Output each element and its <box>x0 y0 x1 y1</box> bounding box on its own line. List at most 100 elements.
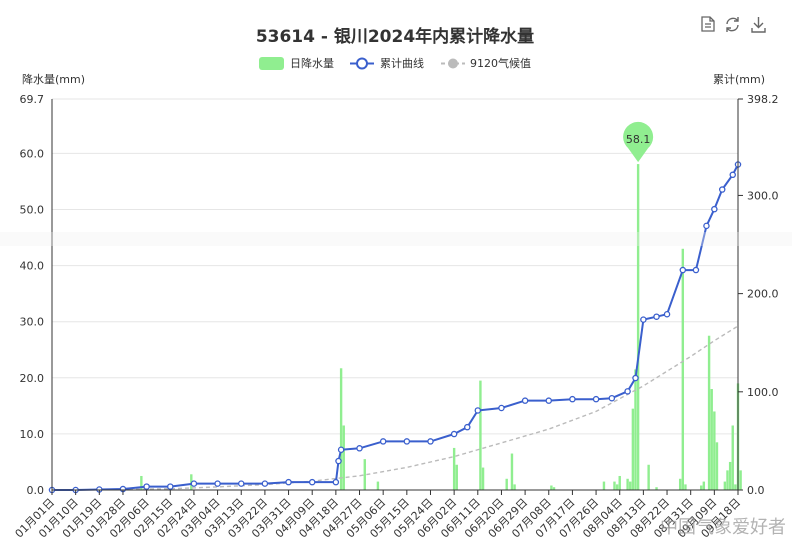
y-right-tick-label: 100.0 <box>747 386 779 399</box>
legend-item-cumulative[interactable]: 累计曲线 <box>350 56 424 70</box>
y-left-tick-label: 30.0 <box>20 316 45 329</box>
daily-precip-bar <box>631 408 635 490</box>
cumulative-point <box>332 478 340 486</box>
daily-precip-bar <box>681 248 685 490</box>
toolbar <box>700 16 767 33</box>
cumulative-point <box>545 397 553 404</box>
daily-precip-bar <box>615 484 619 490</box>
daily-precip-bar <box>684 484 687 490</box>
cumulative-point <box>379 438 387 445</box>
legend-label-cumulative: 累计曲线 <box>380 56 424 70</box>
cumulative-point <box>718 186 726 193</box>
daily-precip-bar <box>602 481 606 490</box>
daily-precip-bar <box>513 484 516 490</box>
cumulative-point <box>521 397 529 404</box>
daily-precip-bar <box>713 411 716 490</box>
ui-overlay-band <box>0 232 792 246</box>
axes: 0.0 10.0 20.0 30.0 40.0 50.0 60.0 69.7 0.0 100.0 2… <box>20 93 779 497</box>
chart-title: 53614 - 银川2024年内累计降水量 <box>256 26 534 47</box>
legend-label-daily: 日降水量 <box>290 56 334 70</box>
daily-precip-bar <box>618 475 621 490</box>
y-right-tick-label: 0.0 <box>747 484 765 497</box>
daily-precip-bar <box>723 481 727 490</box>
legend-swatch-cumulative-dot <box>356 57 368 70</box>
cumulative-point <box>427 438 434 445</box>
cumulative-point <box>261 480 269 487</box>
data-view-icon[interactable] <box>700 16 716 32</box>
daily-precip-bar <box>734 484 737 490</box>
cumulative-point <box>632 374 639 382</box>
cumulative-point <box>498 404 505 412</box>
daily-precip-bar <box>629 481 632 490</box>
cumulative-point <box>679 266 687 274</box>
cumulative-point <box>143 483 150 490</box>
y-right-axis-name: 累计(mm) <box>713 73 765 86</box>
cumulative-point <box>167 483 174 490</box>
daily-precip-bar <box>647 464 650 490</box>
daily-precip-bar <box>552 487 556 490</box>
cumulative-point <box>569 395 576 403</box>
grid-lines <box>52 98 738 491</box>
daily-precip-bar <box>634 369 637 490</box>
mark-point-pin <box>623 121 654 163</box>
legend-item-daily[interactable]: 日降水量 <box>259 56 334 70</box>
cumulative-point <box>729 171 736 179</box>
cumulative-line-path <box>52 164 739 491</box>
legend[interactable]: 日降水量 累计曲线 9120气候值 <box>259 56 531 70</box>
y-left-tick-label: 0.0 <box>27 484 45 497</box>
daily-precip-bar <box>613 481 616 490</box>
daily-precip-bar <box>363 459 366 490</box>
daily-precip-bar <box>726 470 729 490</box>
cumulative-point <box>663 310 671 318</box>
y-left-tick-label: 40.0 <box>20 260 45 273</box>
x-axis-ticks: 01月01日01月10日01月19日01月28日02月06日02月15日02月2… <box>13 490 743 540</box>
cumulative-point <box>640 316 647 323</box>
y-left-axis-name: 降水量(mm) <box>22 72 85 86</box>
cumulative-point <box>711 205 718 213</box>
daily-precip-bar <box>678 478 682 490</box>
daily-precip-bar <box>140 475 143 490</box>
cumulative-point <box>653 313 660 320</box>
legend-swatch-climate-dot <box>448 58 458 69</box>
y-left-tick-label: 20.0 <box>20 372 45 385</box>
y-left-tick-label: 69.7 <box>20 93 45 106</box>
cumulative-point <box>285 478 292 486</box>
cumulative-point <box>464 423 471 431</box>
daily-precip-bar <box>702 481 706 490</box>
cumulative-point <box>474 407 482 414</box>
daily-precip-bar <box>700 485 703 490</box>
restore-icon[interactable] <box>724 16 741 33</box>
daily-precip-bars <box>140 164 742 490</box>
daily-precip-bar <box>550 485 553 490</box>
y-right-tick-label: 200.0 <box>747 288 779 301</box>
cumulative-point <box>624 388 631 395</box>
daily-precip-bar <box>655 487 658 490</box>
cumulative-point <box>214 480 221 487</box>
download-icon[interactable] <box>750 16 767 33</box>
climate-line <box>51 325 739 491</box>
cumulative-point <box>703 222 710 230</box>
cumulative-point <box>450 430 458 438</box>
cumulative-point <box>237 480 245 487</box>
daily-precip-bar <box>505 478 508 490</box>
y-right-tick-label: 398.2 <box>747 93 779 106</box>
daily-precip-bar <box>455 464 458 490</box>
cumulative-line <box>48 161 742 494</box>
daily-precip-bar <box>715 442 719 490</box>
y-left-tick-label: 10.0 <box>20 428 45 441</box>
daily-precip-bar <box>731 425 734 490</box>
max-mark-point: 58.1 <box>623 121 654 163</box>
cumulative-point <box>692 266 700 274</box>
watermark-text: 中国气象爱好者 <box>660 517 786 538</box>
cumulative-point <box>190 480 198 487</box>
daily-precip-bar <box>452 447 456 490</box>
cumulative-point <box>356 445 363 452</box>
daily-precip-bar <box>626 478 629 490</box>
daily-precip-bar <box>342 425 345 490</box>
legend-item-climate[interactable]: 9120气候值 <box>441 56 531 70</box>
daily-precip-bar <box>376 481 380 490</box>
cumulative-point <box>403 438 411 445</box>
cumulative-point <box>308 478 316 486</box>
legend-label-climate: 9120气候值 <box>470 56 531 70</box>
